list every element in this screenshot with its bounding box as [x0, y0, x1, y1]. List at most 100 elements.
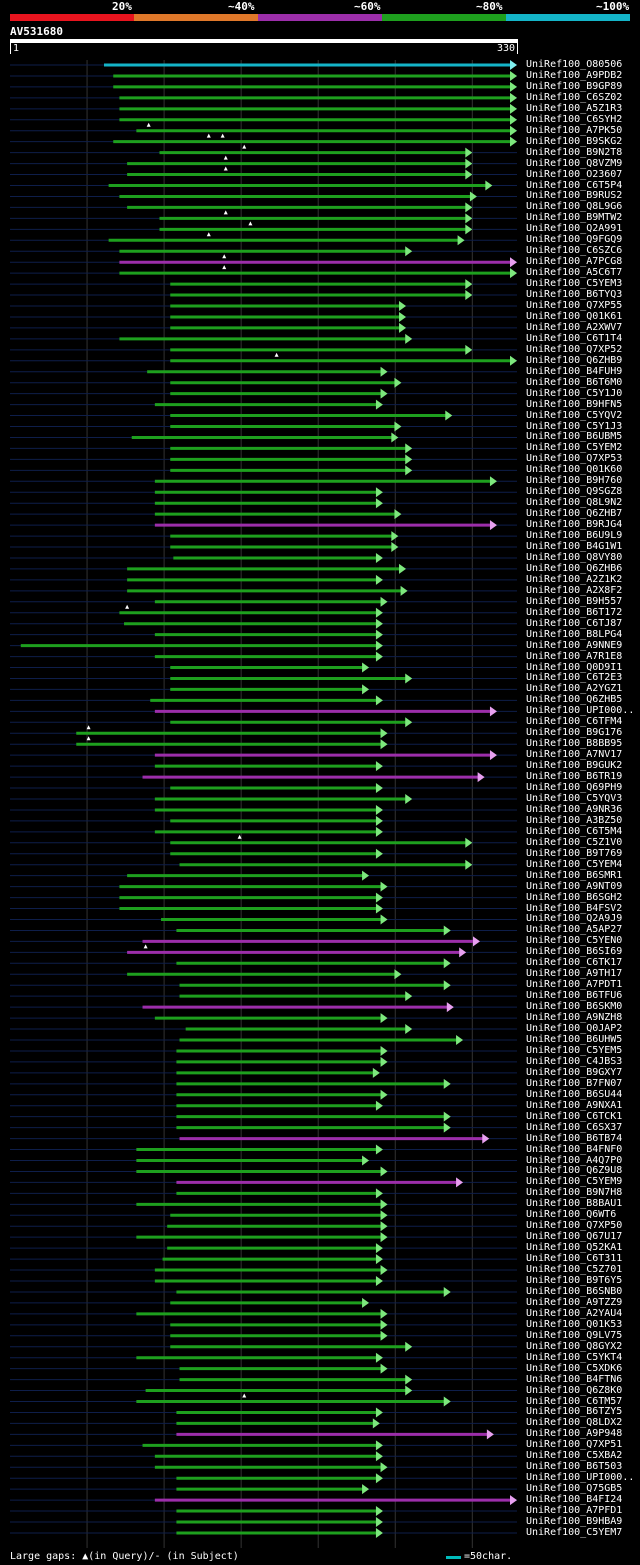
hit-label[interactable]: UniRef100_C6T5P4 — [526, 179, 623, 191]
hit-label[interactable]: UniRef100_B7FN07 — [526, 1077, 623, 1089]
hit-label[interactable]: UniRef100_C5YEM4 — [526, 858, 623, 870]
hit-label[interactable]: UniRef100_A5Z1R3 — [526, 102, 623, 114]
hit-label[interactable]: UniRef100_C6SYH2 — [526, 113, 623, 125]
hit-label[interactable]: UniRef100_Q8L9G6 — [526, 201, 623, 213]
hit-label[interactable]: UniRef100_Q2A9J9 — [526, 913, 623, 925]
hit-label[interactable]: UniRef100_B4FNF0 — [526, 1143, 623, 1155]
hit-label[interactable]: UniRef100_B9MTW2 — [526, 212, 623, 224]
hit-label[interactable]: UniRef100_A9NZH8 — [526, 1012, 623, 1024]
hit-label[interactable]: UniRef100_C5YEM9 — [526, 1176, 623, 1188]
hit-label[interactable]: UniRef100_B4FI24 — [526, 1494, 623, 1506]
hit-label[interactable]: UniRef100_Q6ZHB5 — [526, 694, 623, 706]
hit-label[interactable]: UniRef100_B9T6Y5 — [526, 1275, 623, 1286]
hit-label[interactable]: UniRef100_B6TFU6 — [526, 990, 623, 1002]
hit-label[interactable]: UniRef100_UPI000.. — [526, 705, 635, 717]
hit-label[interactable]: UniRef100_Q6Z8K0 — [526, 1384, 623, 1396]
hit-label[interactable]: UniRef100_Q6Z9U8 — [526, 1165, 623, 1177]
hit-label[interactable]: UniRef100_C5XDK6 — [526, 1362, 623, 1374]
hit-label[interactable]: UniRef100_B6SU44 — [526, 1088, 623, 1100]
hit-label[interactable]: UniRef100_Q8VY80 — [526, 551, 623, 563]
hit-label[interactable]: UniRef100_Q9FGQ9 — [526, 234, 623, 246]
hit-label[interactable]: UniRef100_B6UBM5 — [526, 431, 623, 443]
hit-label[interactable]: UniRef100_C6SZ02 — [526, 91, 623, 103]
hit-label[interactable]: UniRef100_B8BB95 — [526, 738, 623, 750]
hit-label[interactable]: UniRef100_Q8L9N2 — [526, 497, 623, 509]
hit-label[interactable]: UniRef100_Q9LV75 — [526, 1329, 623, 1341]
hit-label[interactable]: UniRef100_C6T5M4 — [526, 825, 623, 837]
hit-label[interactable]: UniRef100_Q7XP51 — [526, 1439, 623, 1451]
hit-label[interactable]: UniRef100_B9RUS2 — [526, 190, 623, 202]
hit-label[interactable]: UniRef100_B6T6M0 — [526, 376, 623, 388]
hit-label[interactable]: UniRef100_Q01K61 — [526, 310, 623, 322]
hit-label[interactable]: UniRef100_Q7XP55 — [526, 300, 623, 311]
hit-label[interactable]: UniRef100_A7R1E8 — [526, 650, 623, 662]
hit-label[interactable]: UniRef100_Q0JAP2 — [526, 1023, 623, 1035]
hit-label[interactable]: UniRef100_Q01K53 — [526, 1318, 623, 1330]
hit-label[interactable]: UniRef100_B9H557 — [526, 595, 623, 607]
hit-label[interactable]: UniRef100_C6TM57 — [526, 1395, 623, 1407]
hit-label[interactable]: UniRef100_Q6ZHB9 — [526, 354, 623, 366]
hit-label[interactable]: UniRef100_Q6ZHB6 — [526, 562, 623, 574]
hit-label[interactable]: UniRef100_A9TH17 — [526, 968, 623, 980]
hit-label[interactable]: UniRef100_A3BZ50 — [526, 814, 623, 826]
hit-label[interactable]: UniRef100_B9N2T8 — [526, 146, 623, 158]
hit-label[interactable]: UniRef100_A9NT09 — [526, 880, 623, 892]
hit-label[interactable]: UniRef100_Q7XP52 — [526, 343, 623, 355]
hit-label[interactable]: UniRef100_C5YKT4 — [526, 1351, 623, 1363]
hit-label[interactable]: UniRef100_A9TZZ9 — [526, 1296, 623, 1308]
hit-label[interactable]: UniRef100_Q01K60 — [526, 464, 623, 476]
hit-label[interactable]: UniRef100_C5Z1V0 — [526, 836, 623, 848]
hit-label[interactable]: UniRef100_B6T172 — [526, 606, 623, 618]
hit-label[interactable]: UniRef100_B9GP89 — [526, 80, 623, 92]
hit-label[interactable]: UniRef100_C6TJ87 — [526, 617, 623, 629]
hit-label[interactable]: UniRef100_C5YEN0 — [526, 935, 623, 947]
hit-label[interactable]: UniRef100_B6T503 — [526, 1461, 623, 1473]
hit-label[interactable]: UniRef100_Q0D9I1 — [526, 661, 623, 673]
hit-label[interactable]: UniRef100_B6SMR1 — [526, 869, 623, 881]
hit-label[interactable]: UniRef100_Q2A991 — [526, 223, 623, 235]
hit-label[interactable]: UniRef100_C5Z701 — [526, 1264, 623, 1276]
hit-label[interactable]: UniRef100_Q9SGZ8 — [526, 486, 623, 498]
hit-label[interactable]: UniRef100_A5C6T7 — [526, 267, 623, 279]
hit-label[interactable]: UniRef100_A7PDT1 — [526, 979, 623, 991]
hit-label[interactable]: UniRef100_B9RJG4 — [526, 519, 623, 531]
hit-label[interactable]: UniRef100_C5XBA2 — [526, 1450, 623, 1462]
hit-label[interactable]: UniRef100_B6SKM0 — [526, 1001, 623, 1013]
hit-label[interactable]: UniRef100_B6SI69 — [526, 946, 623, 958]
hit-label[interactable]: UniRef100_O23607 — [526, 168, 623, 180]
hit-label[interactable]: UniRef100_B8LPG4 — [526, 628, 623, 640]
hit-label[interactable]: UniRef100_A9PDB2 — [526, 69, 623, 81]
hit-label[interactable]: UniRef100_A9NNE9 — [526, 639, 623, 651]
hit-label[interactable]: UniRef100_B4FSV2 — [526, 902, 623, 914]
hit-label[interactable]: UniRef100_A4Q7P0 — [526, 1154, 623, 1166]
hit-label[interactable]: UniRef100_C5YEM7 — [526, 1526, 623, 1538]
hit-label[interactable]: UniRef100_C6T311 — [526, 1253, 623, 1265]
hit-label[interactable]: UniRef100_C5YEM5 — [526, 1044, 623, 1056]
hit-label[interactable]: UniRef100_A9NR36 — [526, 803, 623, 815]
hit-label[interactable]: UniRef100_C6SX37 — [526, 1121, 623, 1133]
hit-label[interactable]: UniRef100_C6T2E3 — [526, 672, 623, 684]
hit-label[interactable]: UniRef100_A2Z1K2 — [526, 573, 623, 585]
hit-label[interactable]: UniRef100_B9GUK2 — [526, 760, 623, 772]
hit-label[interactable]: UniRef100_C5Y1J0 — [526, 387, 623, 399]
hit-label[interactable]: UniRef100_B4FUH9 — [526, 365, 623, 377]
hit-label[interactable]: UniRef100_B9HBA9 — [526, 1516, 623, 1527]
hit-label[interactable]: UniRef100_A9P948 — [526, 1428, 623, 1440]
hit-label[interactable]: UniRef100_B6SGH2 — [526, 891, 623, 903]
hit-label[interactable]: UniRef100_B6TB74 — [526, 1132, 623, 1144]
hit-label[interactable]: UniRef100_A7PFD1 — [526, 1505, 623, 1517]
hit-label[interactable]: UniRef100_C6T1T4 — [526, 332, 623, 344]
hit-label[interactable]: UniRef100_B4FTN6 — [526, 1373, 623, 1385]
hit-label[interactable]: UniRef100_C5YQV2 — [526, 409, 623, 421]
hit-label[interactable]: UniRef100_C4JBS3 — [526, 1055, 623, 1067]
hit-label[interactable]: UniRef100_C6SZC6 — [526, 245, 623, 257]
hit-label[interactable]: UniRef100_B6U9L9 — [526, 530, 623, 542]
hit-label[interactable]: UniRef100_B9N7H8 — [526, 1187, 623, 1199]
hit-label[interactable]: UniRef100_O80506 — [526, 59, 623, 70]
hit-label[interactable]: UniRef100_A7NV17 — [526, 749, 623, 761]
hit-label[interactable]: UniRef100_B9SKG2 — [526, 135, 623, 147]
hit-label[interactable]: UniRef100_A9NXA1 — [526, 1099, 623, 1111]
hit-label[interactable]: UniRef100_Q6ZHB7 — [526, 508, 623, 520]
hit-label[interactable]: UniRef100_A2X8F2 — [526, 584, 623, 596]
hit-label[interactable]: UniRef100_B9T769 — [526, 847, 623, 859]
